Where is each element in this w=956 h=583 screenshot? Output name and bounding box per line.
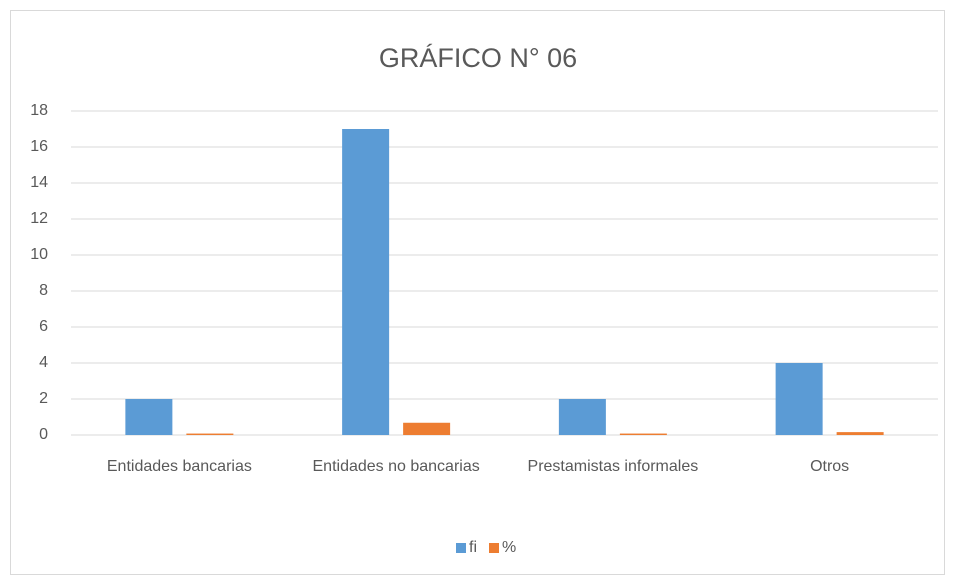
bar — [342, 129, 390, 435]
bar — [125, 399, 173, 435]
x-tick-label: Otros — [810, 458, 850, 475]
bar — [775, 363, 823, 435]
chart-border — [10, 10, 945, 575]
bar — [619, 433, 667, 435]
y-tick-label: 6 — [39, 318, 48, 335]
y-tick-label: 12 — [30, 210, 48, 227]
y-tick-label: 2 — [39, 390, 48, 407]
y-tick-label: 0 — [39, 426, 48, 443]
y-tick-label: 8 — [39, 282, 48, 299]
x-tick-label: Prestamistas informales — [527, 458, 699, 475]
y-tick-label: 16 — [30, 138, 48, 155]
x-tick-label: Entidades bancarias — [106, 458, 252, 475]
legend-label: % — [502, 539, 516, 556]
bar — [403, 422, 451, 435]
legend-label: fi — [469, 539, 477, 556]
y-tick-label: 18 — [30, 102, 48, 119]
bar — [186, 433, 234, 435]
legend-swatch — [456, 543, 466, 553]
y-tick-label: 4 — [39, 354, 48, 371]
y-tick-label: 14 — [30, 174, 48, 191]
bar — [836, 432, 884, 435]
bar — [558, 399, 606, 435]
x-tick-label: Entidades no bancarias — [312, 458, 480, 475]
legend-swatch — [489, 543, 499, 553]
chart-title: GRÁFICO N° 06 — [379, 43, 577, 73]
y-tick-label: 10 — [30, 246, 48, 263]
